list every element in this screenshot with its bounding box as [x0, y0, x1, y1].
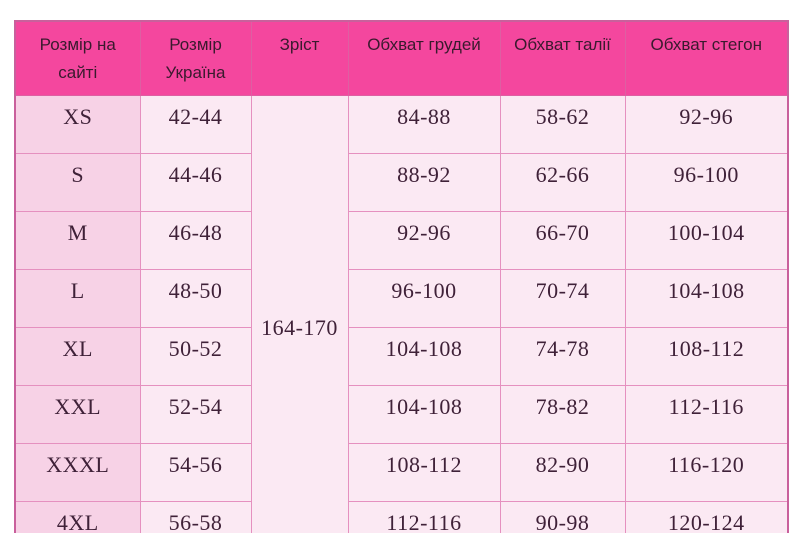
cell-chest: 104-108: [347, 327, 501, 386]
cell-size-ua: 50-52: [139, 327, 252, 386]
header-chest: Обхват грудей: [347, 20, 501, 96]
cell-chest: 112-116: [347, 501, 501, 533]
cell-size-ua: 44-46: [139, 153, 252, 212]
cell-chest: 108-112: [347, 443, 501, 502]
cell-waist: 74-78: [499, 327, 626, 386]
cell-size-site: 4XL: [14, 501, 141, 533]
table-row: XL 50-52 104-108 74-78 108-112: [14, 327, 789, 386]
table-row: L 48-50 96-100 70-74 104-108: [14, 269, 789, 328]
table-row: 4XL 56-58 112-116 90-98 120-124: [14, 501, 789, 533]
cell-size-site: XXL: [14, 385, 141, 444]
header-size-site: Розмір на сайті: [14, 20, 141, 96]
size-chart-table: Розмір на сайті Розмір Україна Зріст Обх…: [14, 20, 789, 533]
header-height: Зріст: [250, 20, 349, 96]
cell-hips: 100-104: [624, 211, 789, 270]
cell-waist: 62-66: [499, 153, 626, 212]
cell-hips: 120-124: [624, 501, 789, 533]
cell-size-site: S: [14, 153, 141, 212]
cell-hips: 96-100: [624, 153, 789, 212]
cell-hips: 92-96: [624, 95, 789, 154]
table-row: XXL 52-54 104-108 78-82 112-116: [14, 385, 789, 444]
cell-chest: 84-88: [347, 95, 501, 154]
header-hips: Обхват стегон: [624, 20, 789, 96]
cell-size-ua: 52-54: [139, 385, 252, 444]
table-row: XS 42-44 164-170 84-88 58-62 92-96: [14, 95, 789, 533]
cell-hips: 112-116: [624, 385, 789, 444]
cell-chest: 92-96: [347, 211, 501, 270]
cell-chest: 104-108: [347, 385, 501, 444]
cell-size-ua: 46-48: [139, 211, 252, 270]
cell-waist: 66-70: [499, 211, 626, 270]
table-row: XXXL 54-56 108-112 82-90 116-120: [14, 443, 789, 502]
cell-size-site: XXXL: [14, 443, 141, 502]
cell-size-site: XL: [14, 327, 141, 386]
table-row: S 44-46 88-92 62-66 96-100: [14, 153, 789, 212]
cell-size-ua: 48-50: [139, 269, 252, 328]
cell-height-merged: 164-170: [250, 95, 349, 533]
cell-waist: 70-74: [499, 269, 626, 328]
header-size-ua: Розмір Україна: [139, 20, 252, 96]
cell-size-site: XS: [14, 95, 141, 154]
cell-waist: 58-62: [499, 95, 626, 154]
cell-size-site: M: [14, 211, 141, 270]
table-row: M 46-48 92-96 66-70 100-104: [14, 211, 789, 270]
cell-size-ua: 54-56: [139, 443, 252, 502]
cell-hips: 104-108: [624, 269, 789, 328]
cell-chest: 96-100: [347, 269, 501, 328]
cell-size-ua: 56-58: [139, 501, 252, 533]
cell-waist: 78-82: [499, 385, 626, 444]
cell-waist: 82-90: [499, 443, 626, 502]
cell-waist: 90-98: [499, 501, 626, 533]
header-waist: Обхват талії: [499, 20, 626, 96]
cell-size-site: L: [14, 269, 141, 328]
cell-size-ua: 42-44: [139, 95, 252, 154]
cell-hips: 116-120: [624, 443, 789, 502]
cell-chest: 88-92: [347, 153, 501, 212]
header-row: Розмір на сайті Розмір Україна Зріст Обх…: [14, 20, 789, 96]
cell-hips: 108-112: [624, 327, 789, 386]
